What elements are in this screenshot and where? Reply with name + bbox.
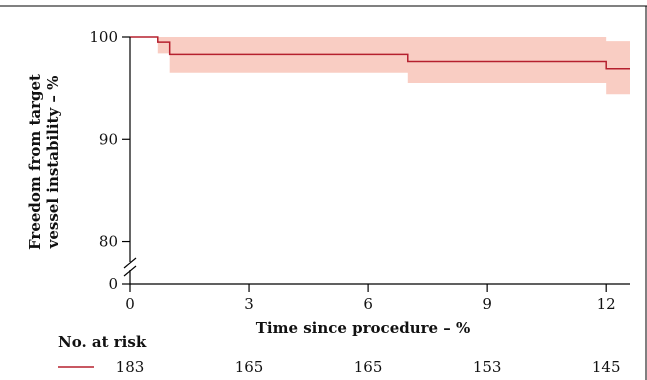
y-tick-label: 80 [99,233,118,251]
risk-count: 165 [354,358,383,376]
risk-table-title: No. at risk [58,333,147,351]
risk-table-values: 183 165 165 153 145 [116,358,621,376]
y-tick-label: 0 [108,275,118,293]
x-tick-label: 3 [244,295,254,313]
y-axis-break-mark-upper [123,257,137,269]
risk-count: 165 [235,358,264,376]
risk-count: 145 [592,358,621,376]
axes-layer: 100 90 80 00 3 6 9 12 [89,28,630,313]
survival-step-line [130,36,630,70]
y-tick-label: 90 [99,130,118,148]
survival-line-layer [130,36,630,70]
y-axis-break-mark-lower [123,265,137,277]
x-tick-label: 9 [482,295,492,313]
x-tick-label: 12 [597,295,616,313]
confidence-band [130,37,630,95]
risk-count: 183 [116,358,145,376]
risk-count: 153 [473,358,502,376]
y-tick-label: 100 [89,28,118,46]
x-tick-label: 6 [363,295,373,313]
y-axis-title-line-1: Freedom from target [26,74,44,250]
y-axis-title-line-2: vessel instability – % [44,76,62,250]
ci-band-layer [130,37,630,95]
x-axis-title: Time since procedure – % [256,319,471,337]
x-tick-label: 0 [125,295,135,313]
